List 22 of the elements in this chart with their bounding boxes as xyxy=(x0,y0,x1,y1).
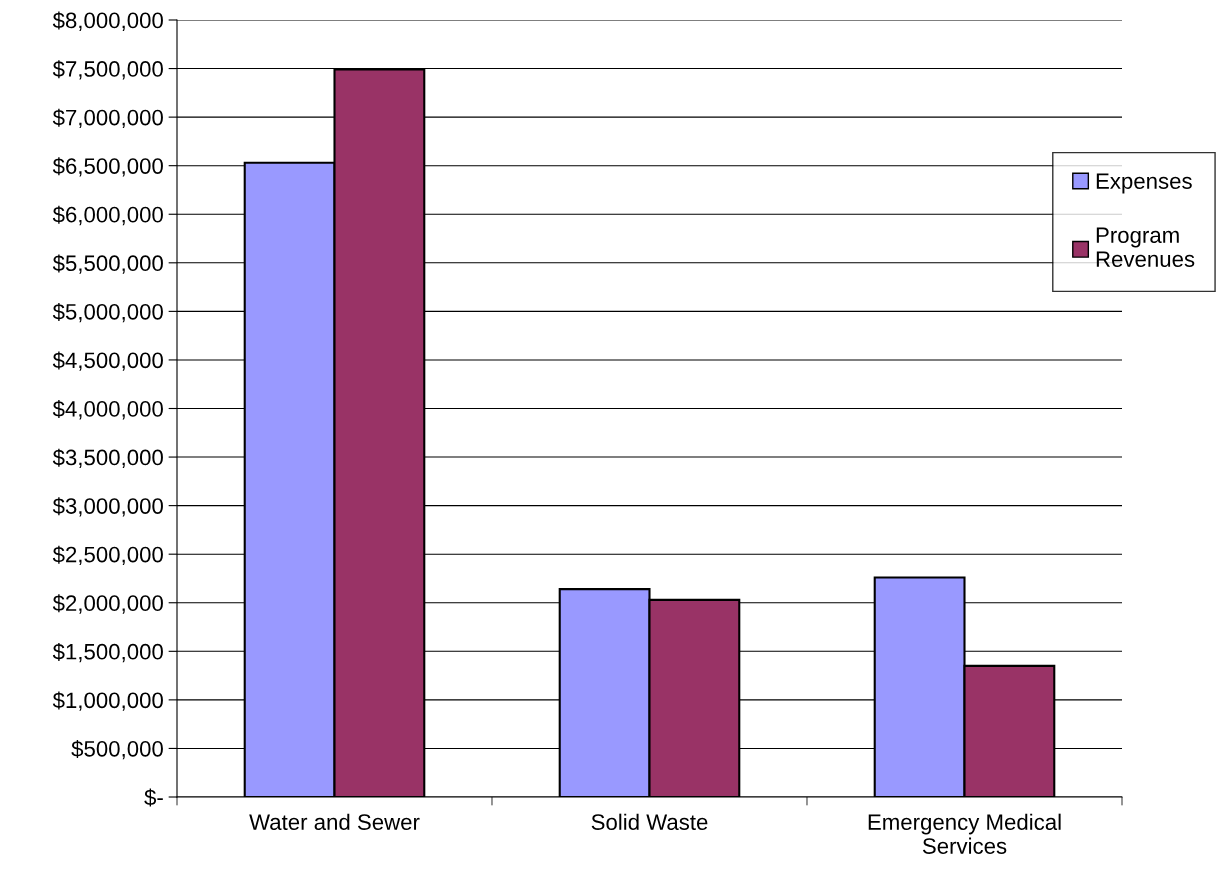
y-tick-label: $500,000 xyxy=(71,740,163,760)
y-tick-label: $3,500,000 xyxy=(52,448,163,468)
y-tick-label: $7,500,000 xyxy=(52,60,163,80)
legend-label: Program Revenues xyxy=(1096,227,1195,267)
x-tick-label: Solid Waste xyxy=(591,813,708,830)
y-tick-label: $8,000,000 xyxy=(52,11,163,31)
y-tick-label: $- xyxy=(144,788,163,807)
y-tick-label: $6,500,000 xyxy=(52,157,163,177)
x-tick-label: Water and Sewer xyxy=(249,813,420,830)
x-tick-label: Emergency Medical Services xyxy=(868,813,1061,854)
y-tick-label: $5,000,000 xyxy=(52,302,163,323)
y-tick-label: $4,000,000 xyxy=(52,400,163,420)
y-tick-label: $2,500,000 xyxy=(52,545,163,566)
y-tick-label: $1,000,000 xyxy=(52,691,163,711)
y-tick-label: $1,500,000 xyxy=(52,642,163,663)
legend-label: Expenses xyxy=(1096,173,1192,194)
y-tick-label: $5,500,000 xyxy=(52,254,163,274)
y-tick-label: $4,500,000 xyxy=(52,351,163,371)
y-tick-label: $2,000,000 xyxy=(52,594,163,614)
y-tick-label: $7,000,000 xyxy=(52,108,163,129)
y-tick-label: $6,000,000 xyxy=(52,205,163,226)
y-tick-label: $3,000,000 xyxy=(52,497,163,517)
